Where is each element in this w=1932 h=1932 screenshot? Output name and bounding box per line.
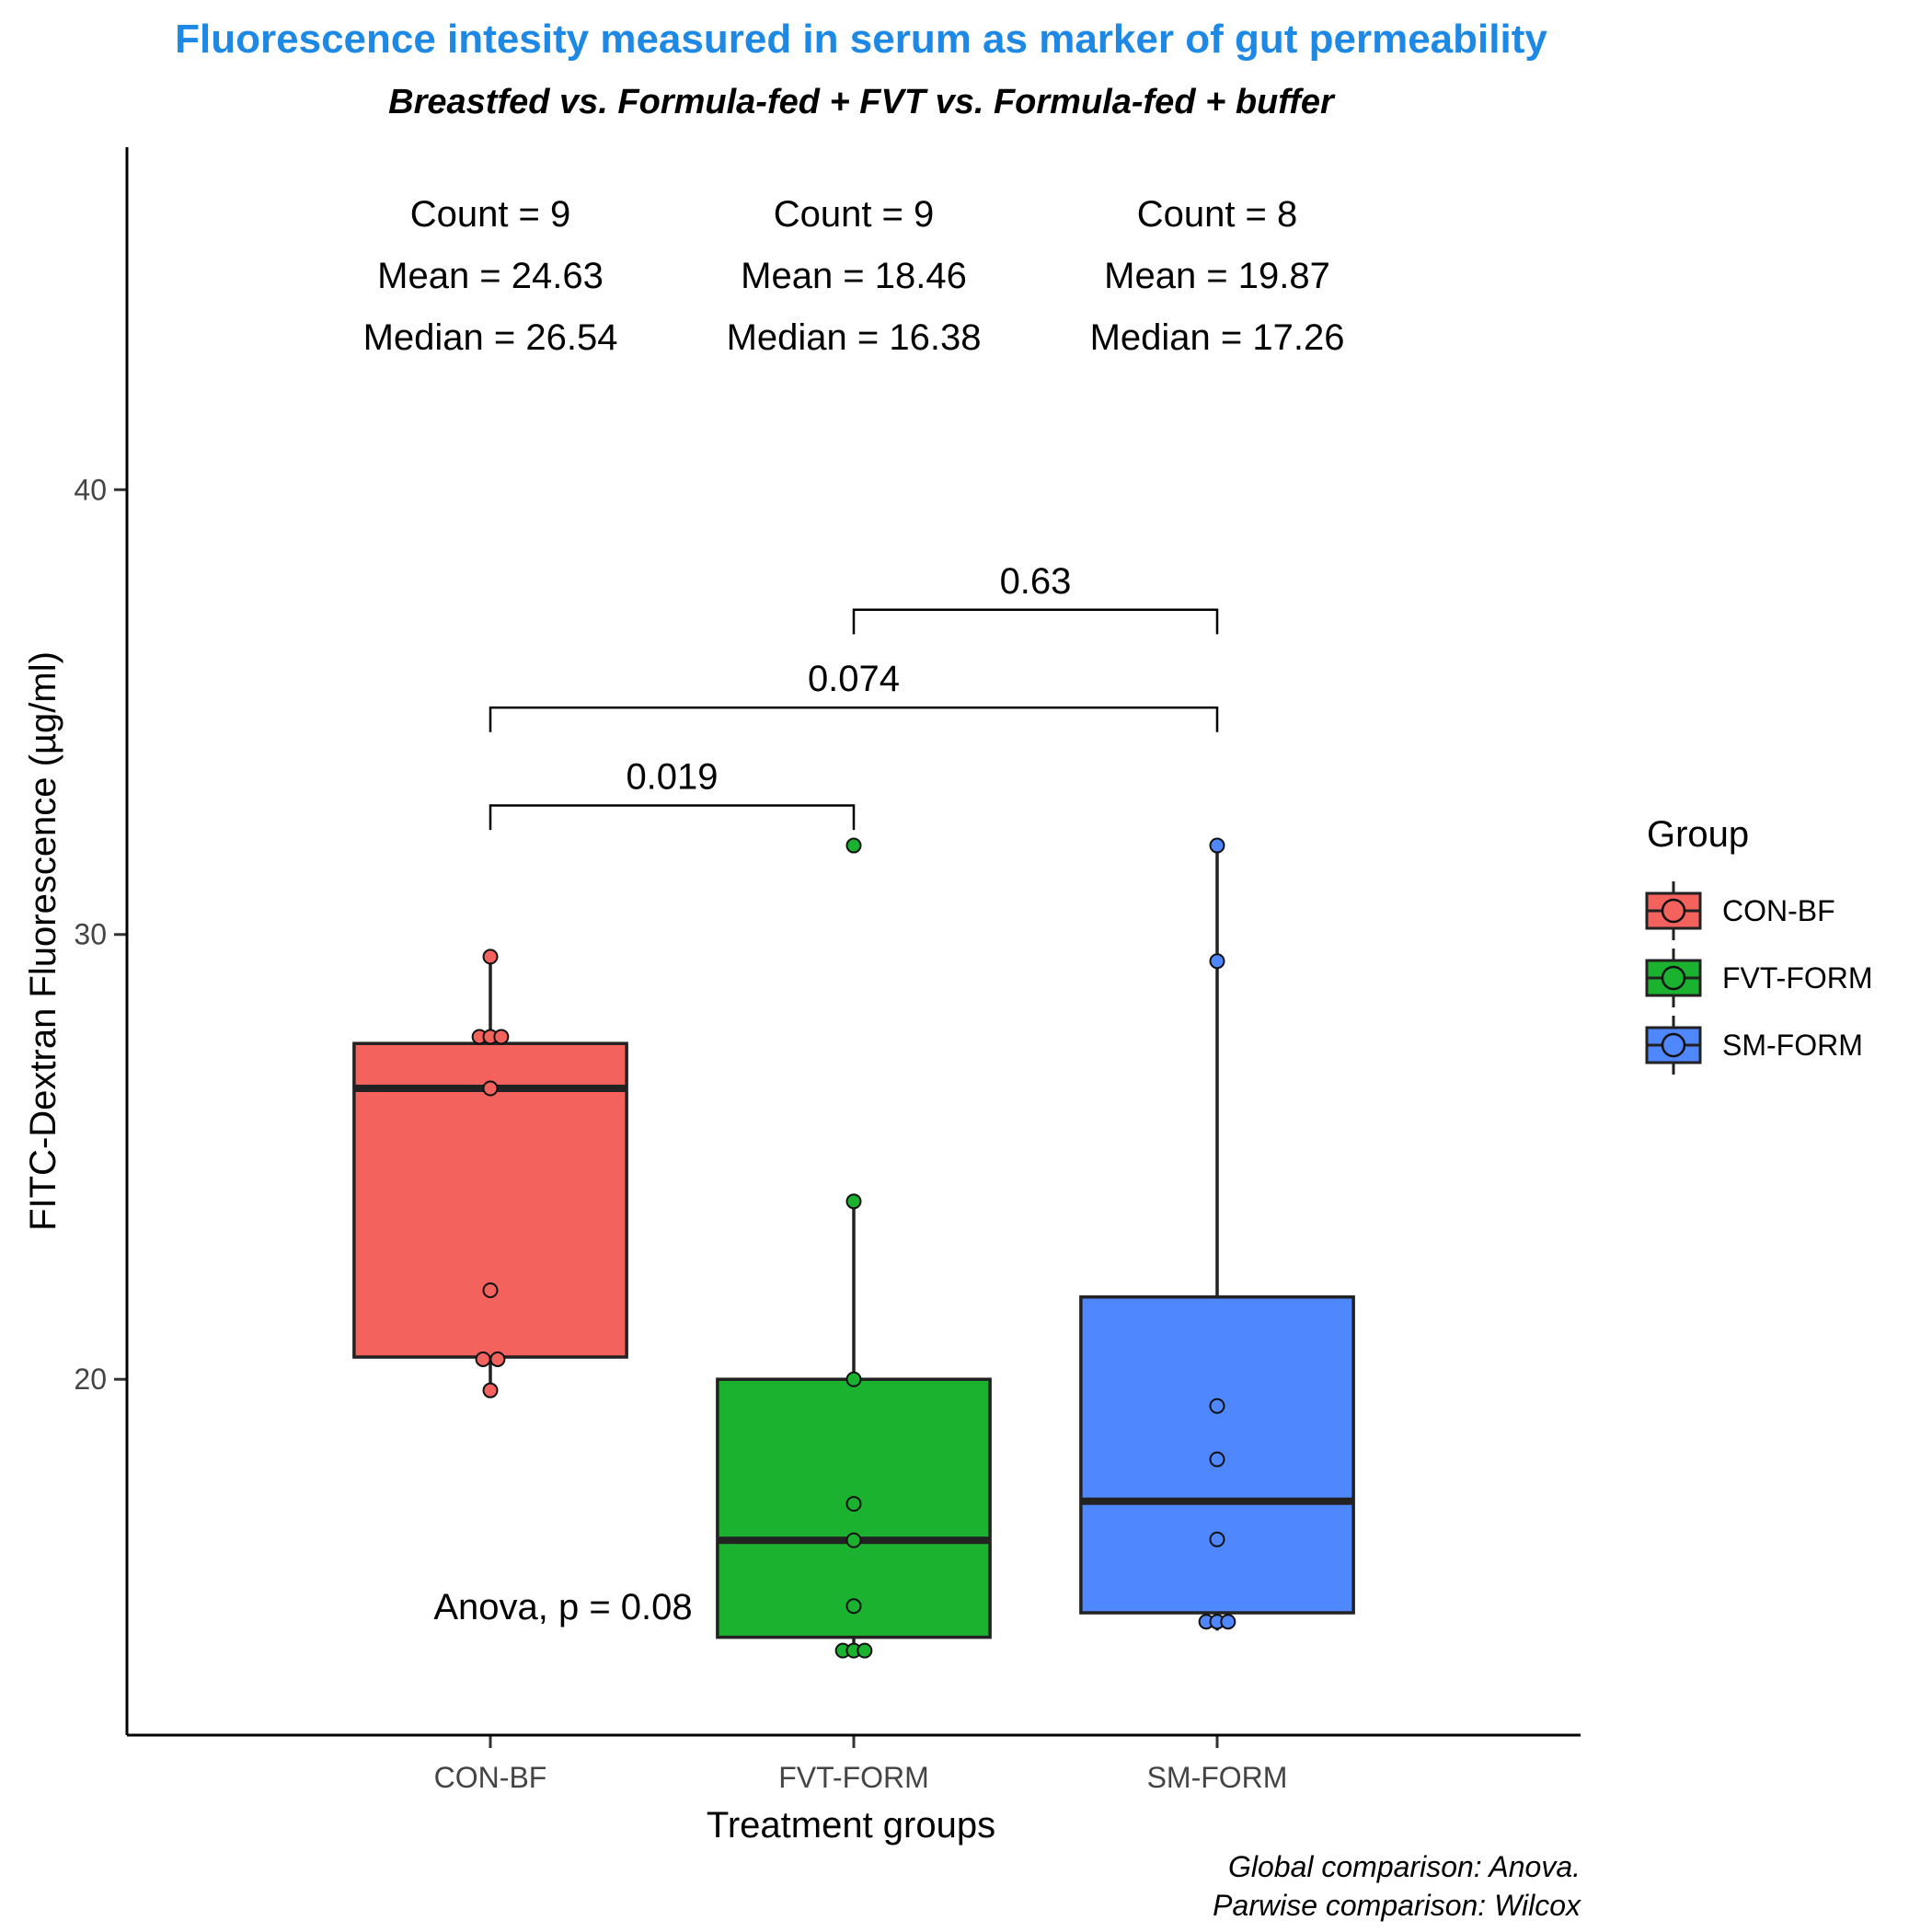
mean-label-sm-form: Mean = 19.87 — [1104, 256, 1330, 296]
median-label-con-bf: Median = 26.54 — [363, 317, 618, 358]
comparison-bracket — [489, 706, 1219, 732]
y-tick-label: 30 — [74, 918, 107, 951]
caption-line-2: Parwise comparison: Wilcox — [1213, 1889, 1581, 1922]
data-point-con-bf — [493, 1029, 510, 1045]
data-point-sm-form — [1220, 1614, 1236, 1630]
count-label-sm-form: Count = 8 — [1137, 194, 1298, 235]
mean-label-con-bf: Mean = 24.63 — [377, 256, 604, 296]
chart-title: Fluorescence intesity measured in serum … — [175, 17, 1547, 62]
x-tick-label: CON-BF — [434, 1761, 547, 1794]
legend-key-point — [1661, 1032, 1686, 1058]
median-label-sm-form: Median = 17.26 — [1090, 317, 1345, 358]
count-label-fvt-form: Count = 9 — [774, 194, 935, 235]
y-tick-label: 20 — [74, 1363, 107, 1396]
median-label-fvt-form: Median = 16.38 — [727, 317, 982, 358]
plot-area: 20 30 40 CON-BF FVT-FORM SM-FORM Count = 9 Mean… — [74, 194, 1355, 1794]
mean-label-fvt-form: Mean = 18.46 — [741, 256, 967, 296]
legend-key-point — [1661, 965, 1686, 991]
data-point-fvt-form — [845, 1598, 862, 1615]
data-point-con-bf — [482, 1282, 499, 1299]
chart-subtitle: Breastfed vs. Formula-fed + FVT vs. Form… — [388, 83, 1336, 121]
count-label-con-bf: Count = 9 — [410, 194, 571, 235]
x-tick-label: FVT-FORM — [778, 1761, 929, 1794]
comparison-p-value: 0.019 — [626, 757, 718, 798]
x-tick-label: SM-FORM — [1147, 1761, 1288, 1794]
data-point-con-bf — [475, 1351, 491, 1367]
comparison-p-value: 0.63 — [1000, 561, 1072, 602]
data-point-sm-form — [1209, 837, 1225, 854]
data-point-con-bf — [482, 1080, 499, 1097]
data-point-con-bf — [482, 1382, 499, 1398]
data-point-sm-form — [1209, 1397, 1225, 1414]
legend-label-sm-form: SM-FORM — [1722, 1029, 1863, 1062]
data-point-fvt-form — [845, 1532, 862, 1548]
comparison-bracket — [489, 804, 856, 831]
data-point-fvt-form — [857, 1642, 873, 1659]
data-point-fvt-form — [845, 1371, 862, 1387]
anova-label: Anova, p = 0.08 — [433, 1587, 692, 1627]
x-axis-label: Treatment groups — [707, 1805, 995, 1846]
comparison-bracket — [852, 608, 1219, 635]
legend-title: Group — [1647, 814, 1749, 855]
legend-label-con-bf: CON-BF — [1722, 894, 1835, 927]
data-point-sm-form — [1209, 1451, 1225, 1467]
data-point-fvt-form — [845, 837, 862, 854]
y-axis-label: FITC-Dextran Fluorescence (µg/ml) — [23, 651, 63, 1231]
data-point-con-bf — [482, 949, 499, 965]
data-point-fvt-form — [845, 1193, 862, 1210]
data-point-sm-form — [1209, 1531, 1225, 1547]
legend-key-point — [1661, 898, 1686, 924]
data-point-con-bf — [489, 1351, 506, 1367]
legend: Group CON-BF FVT-FORM SM-FORM — [1645, 814, 1873, 1075]
data-point-sm-form — [1209, 953, 1225, 970]
caption-line-1: Global comparison: Anova. — [1228, 1850, 1581, 1883]
data-point-fvt-form — [845, 1496, 862, 1512]
legend-label-fvt-form: FVT-FORM — [1722, 961, 1873, 995]
comparison-p-value: 0.074 — [808, 659, 900, 699]
y-tick-label: 40 — [74, 473, 107, 506]
